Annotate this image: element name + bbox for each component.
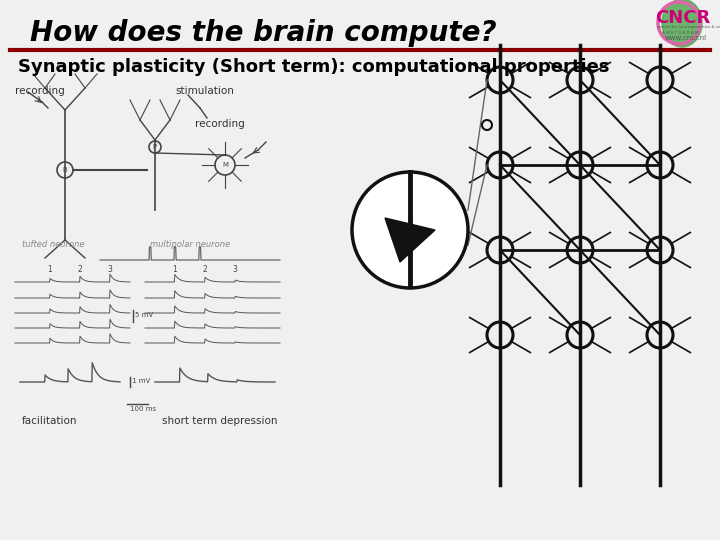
Text: How does the brain compute?: How does the brain compute? (30, 19, 497, 47)
Text: 1: 1 (48, 265, 53, 274)
Text: CNCR: CNCR (655, 9, 710, 27)
Ellipse shape (662, 0, 702, 47)
Text: 3: 3 (107, 265, 112, 274)
Text: M: M (222, 162, 228, 168)
Text: 1: 1 (173, 265, 177, 274)
Text: tufted neurone: tufted neurone (22, 240, 84, 249)
Text: 2: 2 (78, 265, 82, 274)
Text: 100 ms: 100 ms (130, 406, 156, 412)
Text: stimulation: stimulation (175, 86, 234, 96)
Text: short term depression: short term depression (162, 416, 277, 426)
Text: A M S T E R D A M: A M S T E R D A M (662, 31, 698, 35)
Text: P: P (152, 144, 156, 150)
Text: multipolar neurone: multipolar neurone (150, 240, 230, 249)
Text: 3: 3 (233, 265, 238, 274)
Text: 1 mV: 1 mV (132, 378, 150, 384)
Text: facilitation: facilitation (22, 416, 78, 426)
Text: Synaptic plasticity (Short term): computational properties: Synaptic plasticity (Short term): comput… (18, 58, 610, 76)
Text: recording: recording (15, 86, 65, 96)
Text: B: B (62, 167, 67, 173)
Text: www.cncr.nl: www.cncr.nl (665, 35, 707, 41)
Text: recording: recording (195, 119, 245, 129)
Circle shape (352, 172, 468, 288)
Polygon shape (385, 218, 435, 262)
Text: 5 mV: 5 mV (135, 312, 153, 318)
Text: 2: 2 (202, 265, 207, 274)
Text: centre for neurogenomics & cognitive research: centre for neurogenomics & cognitive res… (657, 25, 720, 29)
